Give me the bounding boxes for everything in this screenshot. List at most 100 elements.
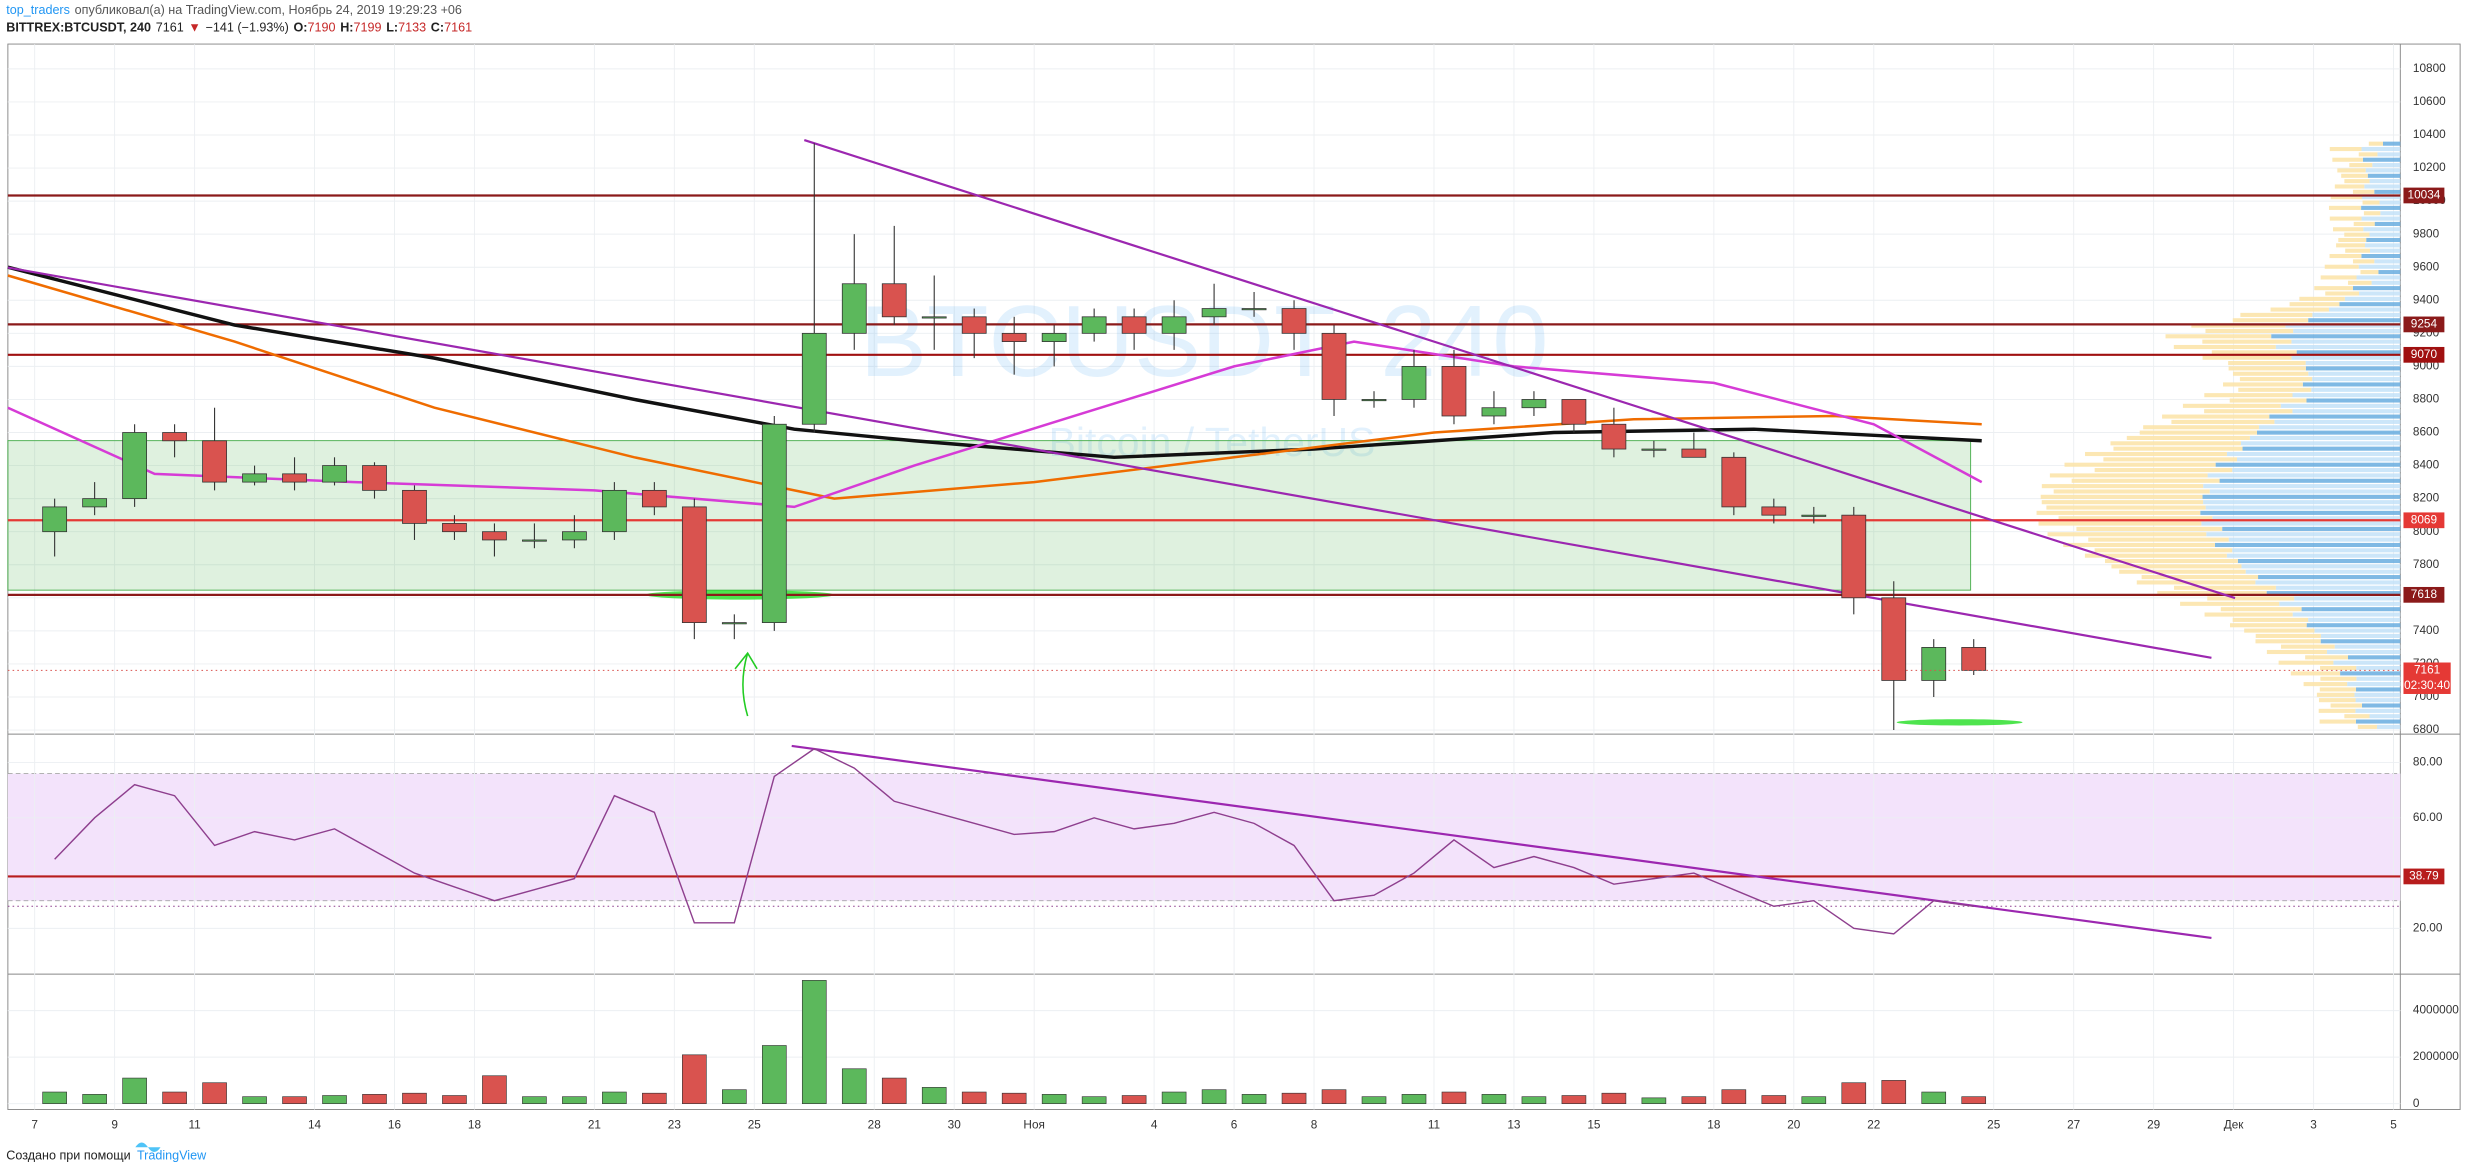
volume-profile-down [2362, 200, 2380, 205]
volume-profile-up [2356, 676, 2401, 681]
candle-body [1441, 366, 1467, 417]
candle-body [1641, 448, 1667, 451]
header-line: top_traders опубликовал(а) на TradingView… [6, 3, 462, 17]
volume-profile-down [2320, 676, 2357, 681]
volume-profile-up [2226, 451, 2401, 457]
level-label-bg [2403, 586, 2445, 603]
y-tick-label: 4000000 [2413, 1003, 2459, 1017]
volume-profile-down [2180, 601, 2280, 606]
volume-profile-down [2204, 393, 2293, 398]
candle-body [1561, 399, 1587, 425]
volume-profile-up [2226, 553, 2401, 558]
volume-profile-up [2356, 275, 2401, 280]
x-tick-label: 8 [1311, 1117, 1318, 1131]
h: 7199 [354, 21, 382, 35]
volume-profile-down [2255, 633, 2321, 638]
volume-profile-up [2266, 591, 2401, 596]
volume-profile-up [2237, 558, 2401, 564]
volume-profile-up [2347, 682, 2401, 687]
level-label: 7618 [2411, 587, 2438, 601]
y-tick-label: 0 [2413, 1096, 2420, 1110]
volume-profile-down [2139, 430, 2257, 435]
volume-profile-down [2041, 500, 2204, 505]
volume-profile-down [2337, 168, 2366, 173]
volume-profile-down [2094, 548, 2233, 553]
x-tick-label: 3 [2310, 1117, 2317, 1131]
volume-bar [1761, 1095, 1787, 1104]
volume-profile-up [2359, 291, 2401, 296]
countdown: 02:30:40 [2404, 678, 2450, 692]
volume-profile-up [2362, 195, 2401, 200]
candle-body [721, 622, 747, 625]
volume-profile-up [2209, 489, 2401, 494]
volume-profile-down [2357, 724, 2377, 729]
volume-bar [1801, 1096, 1827, 1104]
volume-profile-down [2332, 157, 2363, 162]
candle-body [242, 473, 267, 483]
volume-profile-up [2215, 462, 2401, 467]
candle-body [681, 506, 707, 624]
volume-profile-down [2319, 687, 2357, 692]
volume-profile-up [2369, 232, 2401, 237]
l-label: L: [386, 21, 398, 35]
level-label-bg [2403, 868, 2445, 885]
candle-body [601, 489, 627, 533]
volume-profile-down [2266, 649, 2327, 655]
volume-profile-up [2328, 307, 2401, 312]
volume-profile-down [2110, 441, 2241, 446]
x-tick-label: 29 [2147, 1117, 2160, 1131]
volume-profile-down [2064, 462, 2216, 467]
brand[interactable]: TradingView [137, 1149, 207, 1163]
volume-profile-up [2362, 157, 2401, 162]
volume-profile-down [2329, 146, 2362, 152]
volume-profile-up [2308, 617, 2401, 622]
volume-profile-up [2296, 350, 2401, 355]
author[interactable]: top_traders [6, 3, 70, 17]
volume-profile-up [2236, 457, 2401, 462]
volume-profile-down [2318, 698, 2356, 703]
volume-profile-down [2320, 666, 2357, 671]
x-tick-label: 21 [588, 1117, 601, 1131]
volume-profile-up [2294, 596, 2401, 601]
volume-bar [1081, 1096, 1107, 1104]
candle-body [162, 432, 187, 442]
volume-profile-up [2344, 296, 2401, 301]
candle-body [1001, 332, 1027, 342]
volume-profile-up [2219, 478, 2401, 483]
volume-bar [642, 1092, 667, 1104]
candle-body [1321, 332, 1347, 400]
y-tick-label: 20.00 [2413, 920, 2443, 934]
y-tick-label: 10200 [2413, 160, 2446, 174]
volume-bar [1481, 1094, 1507, 1104]
zone [7, 440, 1972, 591]
volume-profile-down [2344, 714, 2370, 719]
candle-body [1601, 423, 1627, 450]
y-tick-label: 2000000 [2413, 1049, 2459, 1063]
level-label: 38.79 [2409, 869, 2439, 883]
last: 7161 [156, 21, 184, 35]
x-tick-label: 11 [1428, 1117, 1440, 1131]
x-tick-label: 28 [868, 1117, 882, 1131]
volume-profile-down [2330, 195, 2363, 200]
volume-profile-down [2360, 270, 2379, 275]
volume-profile-down [2336, 243, 2365, 248]
volume-profile-up [2374, 221, 2401, 226]
volume-profile-up [2275, 585, 2401, 590]
y-tick-label: 9800 [2413, 226, 2440, 240]
volume-profile-down [2094, 468, 2233, 473]
volume-profile-down [2071, 478, 2220, 483]
level-label: 9254 [2411, 317, 2438, 331]
level-label: 10034 [2408, 188, 2441, 202]
volume-profile-up [2306, 623, 2401, 628]
volume-profile-down [2058, 516, 2213, 521]
c-label: C: [431, 21, 444, 35]
x-tick-label: 23 [668, 1117, 682, 1131]
change: −141 (−1.93%) [206, 21, 289, 35]
volume-profile-down [2368, 141, 2383, 146]
volume-profile-down [2352, 259, 2375, 264]
candle-body [1841, 514, 1867, 599]
candle-body [202, 440, 227, 483]
volume-profile-down [2141, 575, 2259, 580]
candle-body [1041, 332, 1067, 342]
volume-bar [1361, 1096, 1387, 1104]
